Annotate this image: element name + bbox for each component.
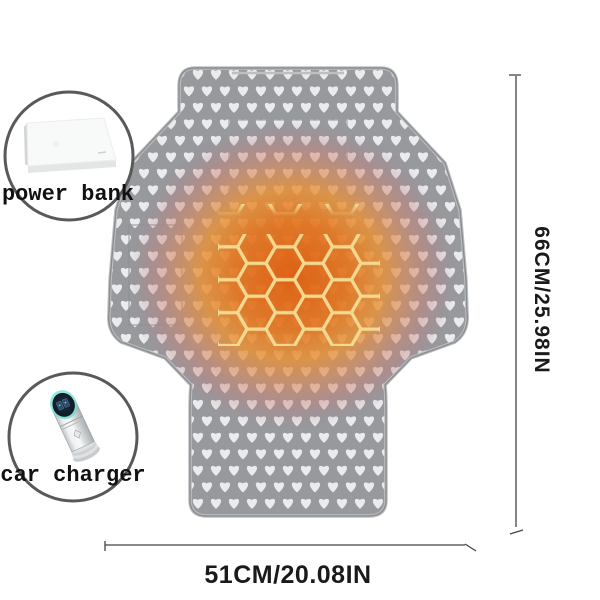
svg-text:car charger: car charger — [0, 463, 145, 488]
svg-text:51CM/20.08IN: 51CM/20.08IN — [204, 561, 371, 589]
svg-text:power bank: power bank — [2, 182, 134, 207]
svg-text:66CM/25.98IN: 66CM/25.98IN — [530, 226, 553, 373]
